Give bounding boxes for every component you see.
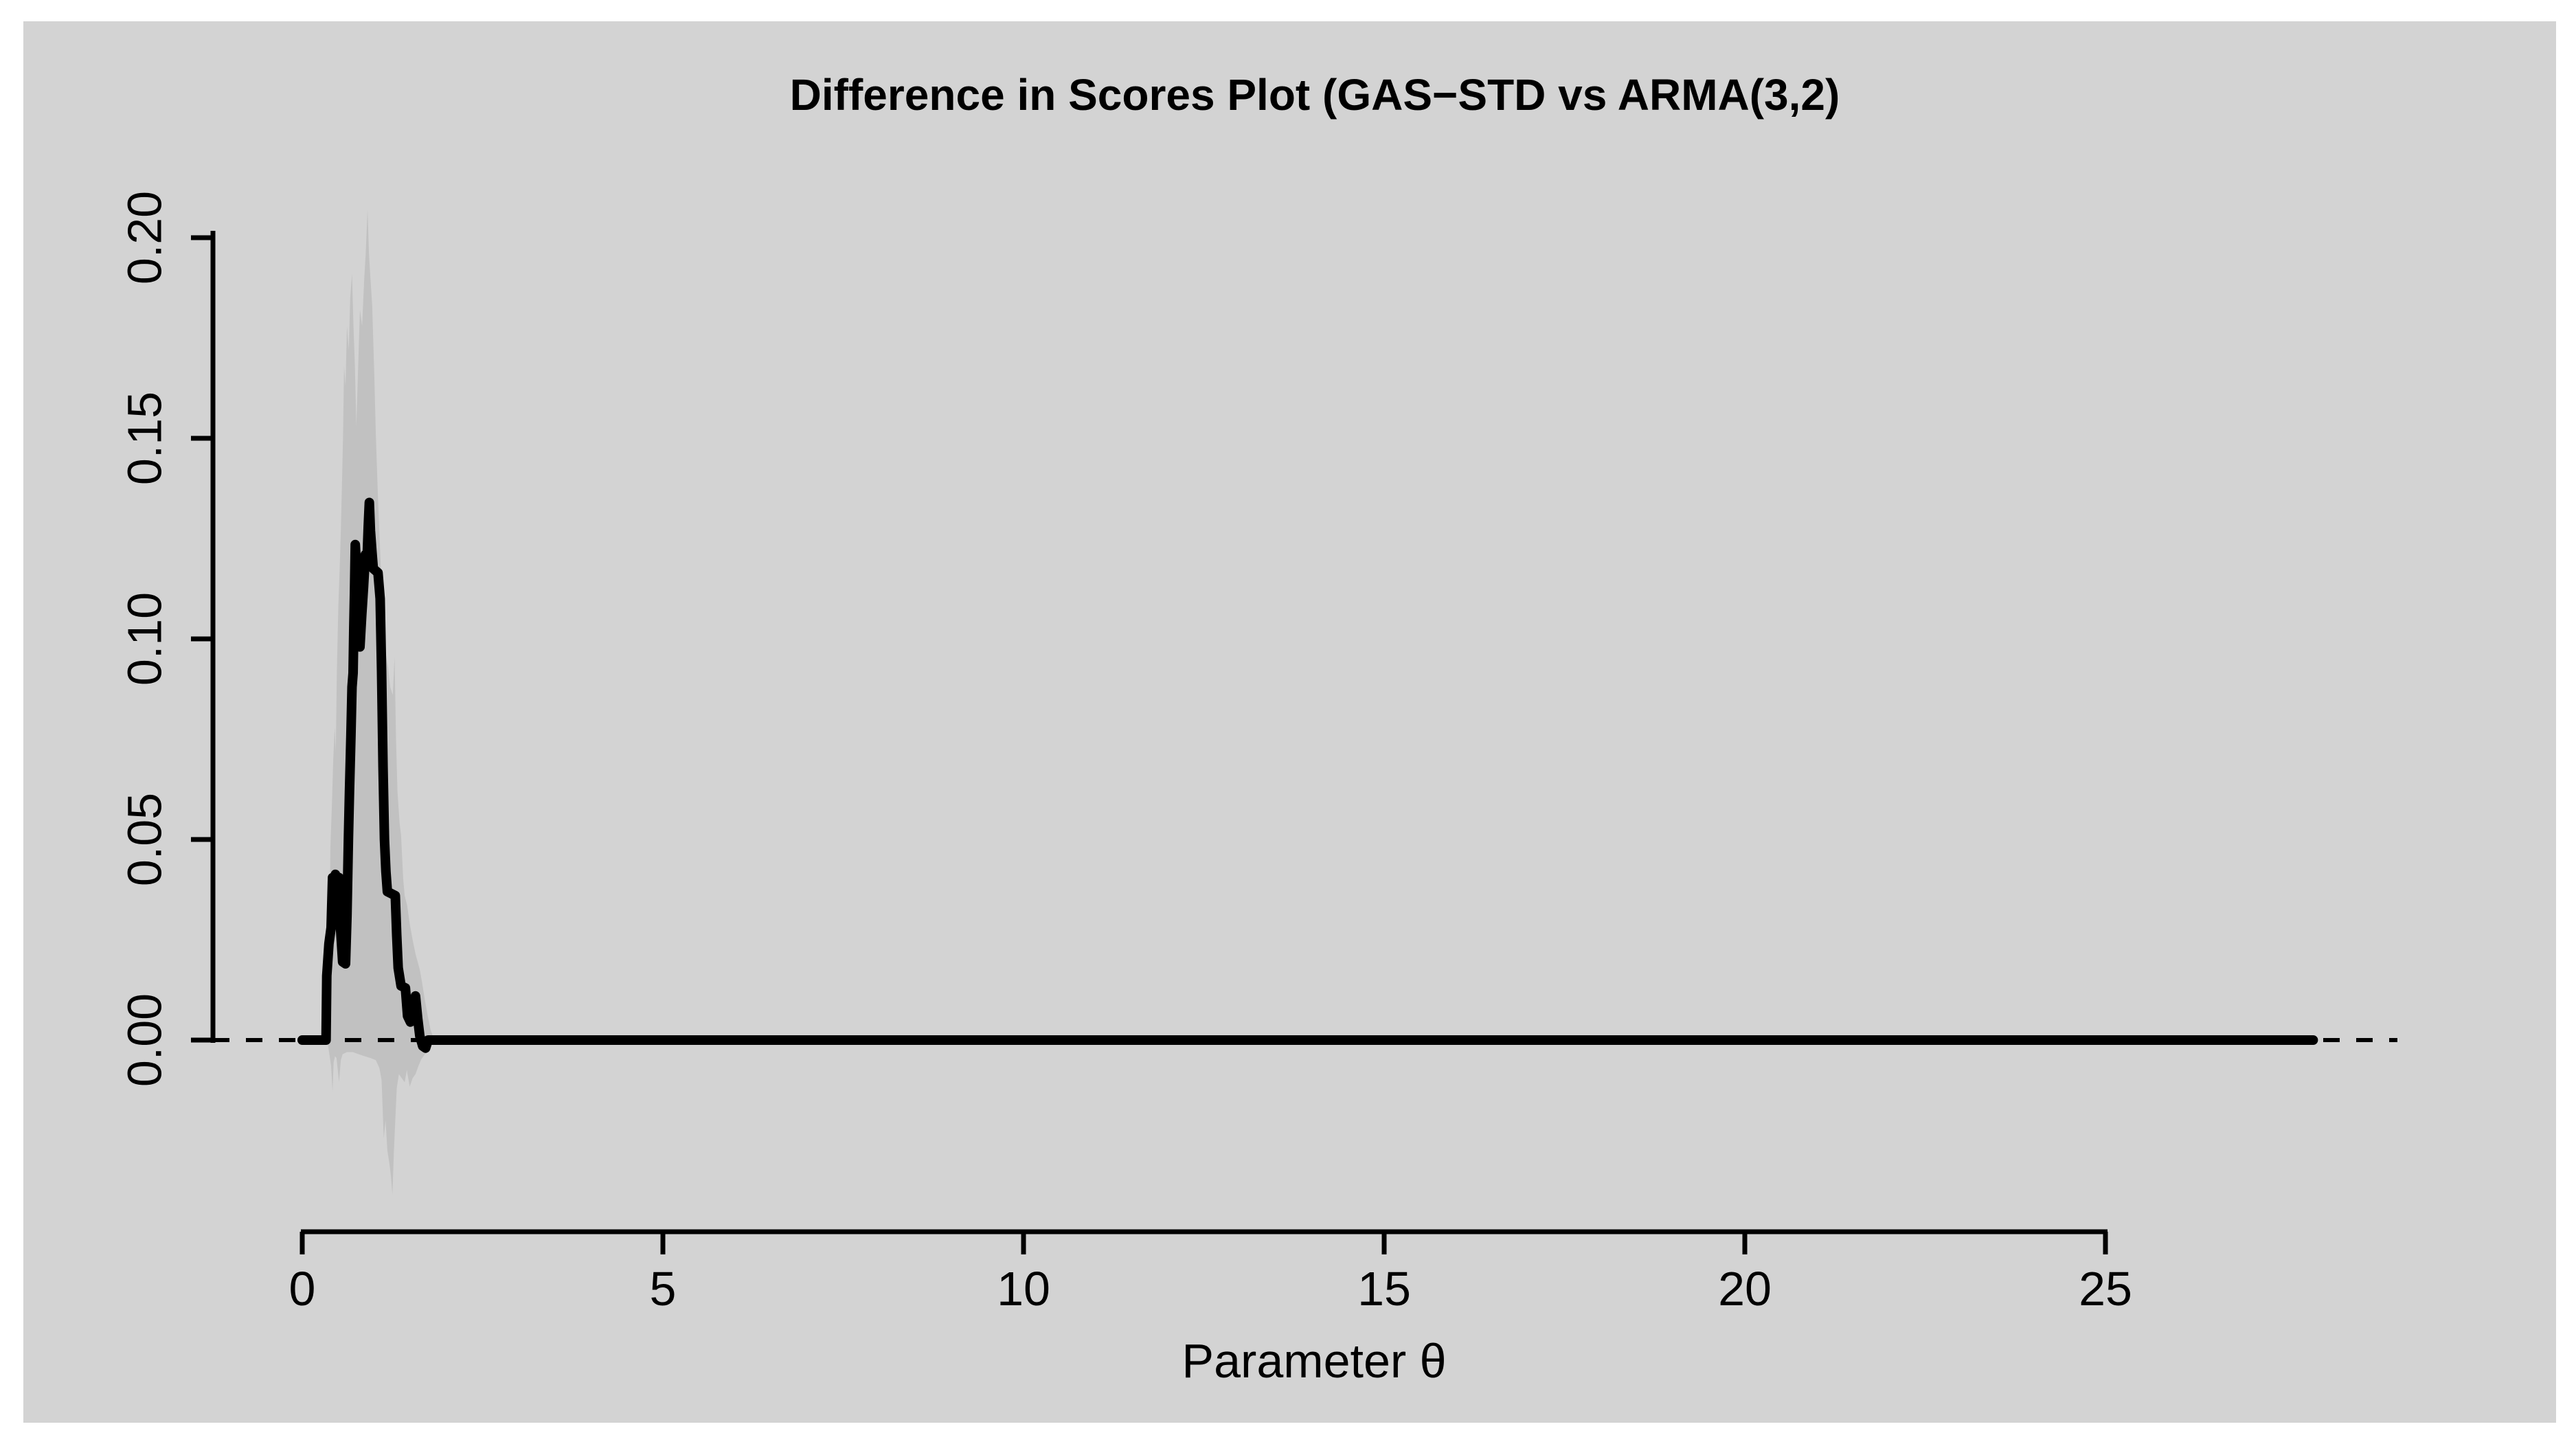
score-difference-line (297, 497, 2318, 1053)
x-axis-title: Parameter θ (1182, 1334, 1446, 1388)
x-tick-label: 15 (1357, 1262, 1411, 1316)
x-axis: 0 5 10 15 20 25 (289, 1229, 2132, 1316)
x-tick-label: 20 (1718, 1262, 1772, 1316)
y-tick-label: 0.05 (117, 793, 171, 886)
y-tick-label: 0.00 (117, 993, 171, 1087)
x-tick-label: 5 (650, 1262, 677, 1316)
plot-panel (23, 21, 2556, 1423)
y-tick-label: 0.10 (117, 592, 171, 686)
y-axis: 0.00 0.05 0.10 0.15 0.20 (117, 191, 216, 1087)
y-tick-label: 0.20 (117, 191, 171, 284)
x-tick-label: 10 (997, 1262, 1050, 1316)
chart-title: Difference in Scores Plot (GAS−STD vs AR… (790, 70, 1840, 120)
x-tick-label: 0 (289, 1262, 316, 1316)
y-tick-label: 0.15 (117, 392, 171, 485)
x-tick-label: 25 (2079, 1262, 2132, 1316)
